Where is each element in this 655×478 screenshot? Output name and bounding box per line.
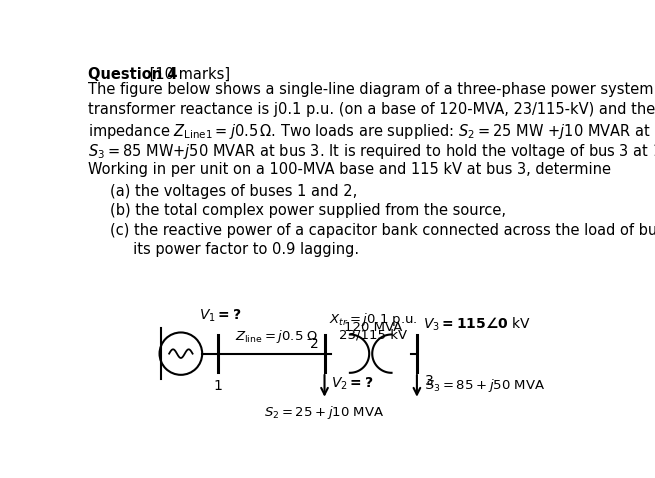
Text: Working in per unit on a 100-MVA base and 115 kV at bus 3, determine: Working in per unit on a 100-MVA base an… (88, 162, 611, 176)
Text: Question 4: Question 4 (88, 66, 178, 82)
Text: impedance $Z_{\mathrm{Line1}}=j0.5\,\Omega$. Two loads are supplied: $S_2=25$ MW: impedance $Z_{\mathrm{Line1}}=j0.5\,\Ome… (88, 122, 655, 141)
Text: 3: 3 (424, 374, 433, 388)
Text: [10 marks]: [10 marks] (145, 66, 231, 82)
Text: 120 MVA: 120 MVA (344, 321, 402, 334)
Text: $S_3=85$ MW$+j50$ MVAR at bus 3. It is required to hold the voltage of bus 3 at : $S_3=85$ MW$+j50$ MVAR at bus 3. It is r… (88, 141, 655, 161)
Text: $S_3=85+j50$ MVA: $S_3=85+j50$ MVA (424, 377, 545, 394)
Text: (a) the voltages of buses 1 and 2,: (a) the voltages of buses 1 and 2, (110, 185, 357, 199)
Text: $Z_{\mathrm{line}}=j0.5\;\Omega$: $Z_{\mathrm{line}}=j0.5\;\Omega$ (235, 328, 318, 345)
Text: (b) the total complex power supplied from the source,: (b) the total complex power supplied fro… (110, 204, 506, 218)
Text: $X_{tr}=j0.1$ p.u.: $X_{tr}=j0.1$ p.u. (329, 311, 417, 328)
Text: its power factor to 0.9 lagging.: its power factor to 0.9 lagging. (110, 242, 359, 257)
Text: $\boldsymbol{V_3=115\angle 0}$ kV: $\boldsymbol{V_3=115\angle 0}$ kV (423, 316, 531, 334)
Text: $S_2=25+j10$ MVA: $S_2=25+j10$ MVA (265, 404, 384, 421)
Text: 23/115 kV: 23/115 kV (339, 328, 407, 342)
Text: $\boldsymbol{V_2=?}$: $\boldsymbol{V_2=?}$ (331, 376, 373, 392)
Text: 1: 1 (214, 379, 222, 392)
Text: 2: 2 (310, 337, 318, 351)
Text: The figure below shows a single-line diagram of a three-phase power system.  The: The figure below shows a single-line dia… (88, 82, 655, 97)
Text: (c) the reactive power of a capacitor bank connected across the load of bus 3 to: (c) the reactive power of a capacitor ba… (110, 223, 655, 238)
Text: transformer reactance is j0.1 p.u. (on a base of 120-MVA, 23/115-kV) and the lin: transformer reactance is j0.1 p.u. (on a… (88, 102, 655, 117)
Text: $\boldsymbol{V_1=?}$: $\boldsymbol{V_1=?}$ (199, 308, 242, 324)
